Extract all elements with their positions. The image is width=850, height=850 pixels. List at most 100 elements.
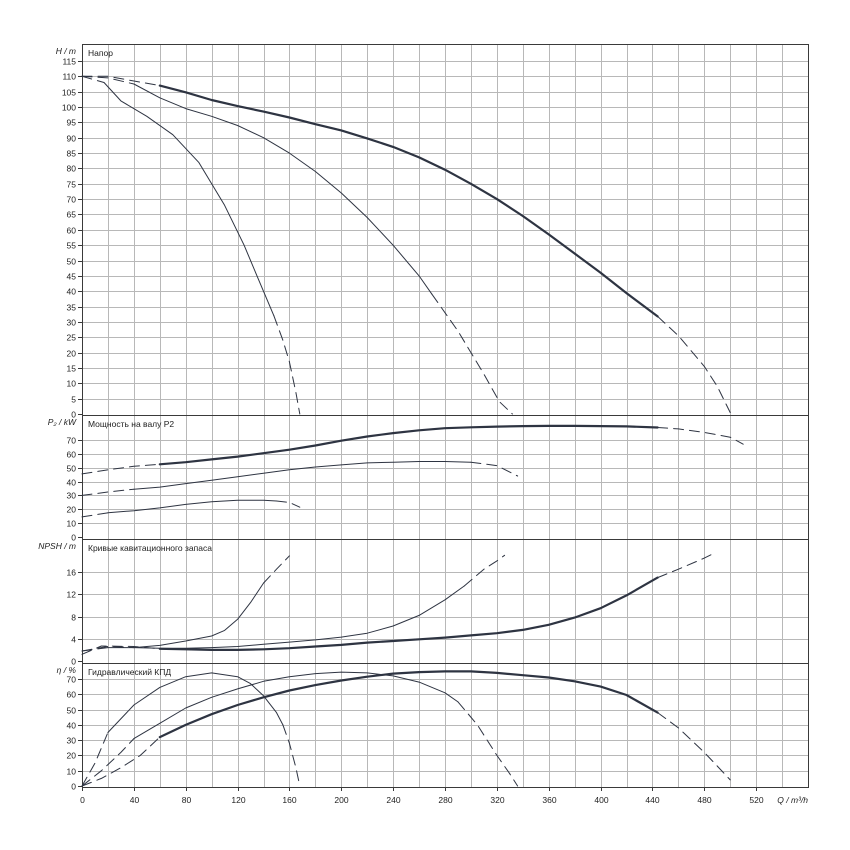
y-tick-label: 10 [67, 767, 77, 777]
x-axis-label: Q / m³/h [777, 795, 808, 805]
y-tick-label: 0 [71, 410, 76, 420]
efficiency-series-2-dashed-end [457, 701, 519, 787]
panel-title-efficiency: Гидравлический КПД [88, 667, 171, 677]
y-tick-label: 65 [67, 210, 77, 220]
x-tick-label: 200 [334, 795, 348, 805]
npsh-series-1-line [158, 576, 659, 651]
efficiency-series-2-dashed-start [81, 738, 135, 787]
y-tick-label: 90 [67, 134, 77, 144]
y-tick-label: 70 [67, 436, 77, 446]
x-tick-label: 360 [542, 795, 556, 805]
x-tick-label: 120 [231, 795, 245, 805]
y-tick-label: 50 [67, 464, 77, 474]
x-tick-label: 400 [594, 795, 608, 805]
y-tick-label: 30 [67, 491, 77, 501]
x-tick-label: 520 [749, 795, 763, 805]
y-tick-label: 40 [67, 287, 77, 297]
x-tick-label: 0 [80, 795, 85, 805]
grid-layer [78, 44, 809, 791]
y-axis-label-power: P₂ / kW [48, 417, 77, 427]
power-series-3-dashed-start [81, 512, 109, 518]
panel-title-head: Напор [88, 48, 113, 58]
head-series-1-dashed-start [81, 75, 161, 87]
head-series-2-dashed-start [81, 75, 135, 85]
y-tick-label: 20 [67, 751, 77, 761]
power-series-1-dashed-start [81, 463, 161, 475]
head-series-3-dashed-end [273, 315, 301, 415]
y-axis-label-head: H / m [56, 46, 76, 56]
power-series-2-dashed-start [81, 488, 135, 496]
y-tick-label: 20 [67, 349, 77, 359]
y-tick-label: 15 [67, 364, 77, 374]
efficiency-series-3-line [107, 672, 284, 733]
y-tick-label: 70 [67, 675, 77, 685]
y-tick-label: 25 [67, 333, 77, 343]
x-tick-label: 320 [490, 795, 504, 805]
head-series-3-line [103, 82, 275, 317]
y-tick-label: 95 [67, 118, 77, 128]
y-tick-label: 100 [62, 103, 76, 113]
y-axis-label-efficiency: η / % [57, 665, 77, 675]
power-series-2-dashed-end [470, 461, 519, 477]
y-tick-label: 4 [71, 635, 76, 645]
y-tick-label: 50 [67, 257, 77, 267]
y-tick-label: 40 [67, 721, 77, 731]
efficiency-series-3-dashed-start [81, 732, 109, 787]
power-series-3-line [107, 499, 277, 514]
y-tick-label: 35 [67, 303, 77, 313]
x-tick-label: 40 [130, 795, 140, 805]
y-tick-label: 75 [67, 180, 77, 190]
head-series-3-dashed-start [81, 75, 105, 83]
x-tick-label: 440 [645, 795, 659, 805]
power-series-2-line [133, 461, 472, 490]
x-tick-label: 280 [438, 795, 452, 805]
npsh-series-1-dashed-end [657, 553, 714, 579]
y-tick-label: 85 [67, 149, 77, 159]
label-layer: 0510152025303540455055606570758085909510… [38, 46, 808, 805]
y-tick-label: 105 [62, 88, 76, 98]
efficiency-series-2-line [133, 671, 459, 740]
head-series-1-line [158, 84, 659, 318]
y-tick-label: 10 [67, 519, 77, 529]
y-tick-label: 55 [67, 241, 77, 251]
x-tick-label: 240 [386, 795, 400, 805]
y-tick-label: 50 [67, 706, 77, 716]
y-tick-label: 40 [67, 478, 77, 488]
efficiency-series-1-line [158, 670, 659, 739]
head-series-1-dashed-end [657, 315, 731, 413]
y-tick-label: 0 [71, 782, 76, 792]
head-series-2-dashed-end [431, 293, 513, 415]
npsh-series-3-line [107, 582, 264, 649]
y-tick-label: 16 [67, 568, 77, 578]
npsh-series-2-line [133, 585, 465, 649]
efficiency-series-3-dashed-end [282, 724, 301, 787]
y-tick-label: 60 [67, 450, 77, 460]
npsh-series-2-dashed-end [463, 554, 506, 587]
efficiency-series-1-dashed-end [657, 712, 731, 781]
head-series-2-line [133, 83, 433, 295]
npsh-series-3-dashed-start [81, 647, 109, 652]
y-tick-label: 60 [67, 226, 77, 236]
y-tick-label: 0 [71, 533, 76, 543]
npsh-series-3-dashed-end [263, 555, 290, 584]
y-tick-label: 30 [67, 318, 77, 328]
x-tick-label: 480 [697, 795, 711, 805]
power-series-1-line [158, 424, 659, 466]
x-tick-label: 80 [182, 795, 192, 805]
y-tick-label: 10 [67, 379, 77, 389]
y-tick-label: 0 [71, 657, 76, 667]
y-tick-label: 8 [71, 613, 76, 623]
power-series-3-dashed-end [276, 500, 301, 508]
y-tick-label: 20 [67, 505, 77, 515]
y-tick-label: 45 [67, 272, 77, 282]
y-tick-label: 115 [62, 57, 76, 67]
curve-layer [81, 75, 744, 787]
y-axis-label-npsh: NPSH / m [38, 541, 76, 551]
y-tick-label: 5 [71, 395, 76, 405]
y-tick-label: 60 [67, 690, 77, 700]
y-tick-label: 80 [67, 164, 77, 174]
panel-title-power: Мощность на валу P2 [88, 419, 174, 429]
y-tick-label: 110 [62, 72, 76, 82]
y-tick-label: 30 [67, 736, 77, 746]
